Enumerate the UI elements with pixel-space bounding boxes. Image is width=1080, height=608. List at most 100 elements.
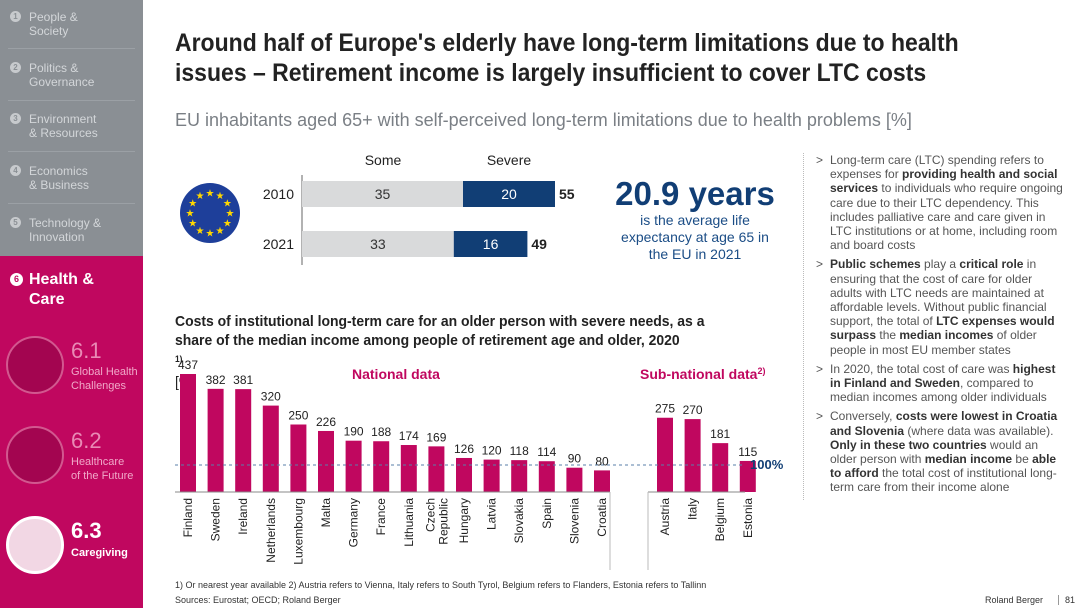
life-expectancy-callout: 20.9 years is the average life expectanc…: [605, 176, 785, 263]
note-item: > Long-term care (LTC) spending refers to…: [816, 153, 1063, 253]
divider: [8, 48, 135, 49]
brand-label: Roland Berger: [985, 595, 1044, 605]
category-label: Latvia: [485, 498, 499, 530]
legend-label-severe: Severe: [487, 152, 532, 168]
eu-star: ★: [216, 226, 225, 237]
bar-national: [538, 461, 555, 492]
eu-star: ★: [223, 199, 232, 210]
caregiving-photo-icon: [6, 516, 64, 574]
sources: Sources: Eurostat; OECD; Roland Berger: [175, 595, 341, 605]
life-expectancy-text: the EU in 2021: [648, 246, 742, 262]
bar-national: [594, 470, 610, 492]
divider: [8, 203, 135, 204]
bar-some-label: 35: [375, 186, 391, 202]
category-label: Estonia: [741, 498, 755, 538]
bar-some: [302, 181, 463, 207]
sidebar-item-label: & Resources: [29, 126, 98, 140]
section-number-icon: 6: [10, 273, 23, 286]
bar-severe: [463, 181, 555, 207]
chart-subtitle: EU inhabitants aged 65+ with self-percei…: [175, 110, 912, 130]
bar-value-label: 381: [233, 373, 253, 387]
group-label-text: Sub-national data: [640, 366, 758, 382]
cost-chart-title-line: share of the median income among people …: [175, 332, 680, 349]
sidebar-item-technology-innovation[interactable]: 5 Technology & Innovation: [0, 216, 143, 244]
bar-subnational: [712, 443, 729, 492]
bar-national: [428, 446, 445, 492]
bar-value-label: 115: [738, 445, 757, 459]
category-label: Croatia: [595, 498, 609, 537]
bar-value-label: 80: [595, 454, 609, 468]
cost-chart-title: Costs of institutional long-term care fo…: [175, 312, 752, 392]
section-number-icon: 2: [10, 62, 21, 73]
subsection-number: 6.1: [71, 338, 102, 363]
category-label: Slovakia: [512, 498, 526, 544]
category-label-line: Czech: [423, 498, 437, 532]
bar-national: [566, 467, 583, 492]
category-label-line: Republic: [436, 498, 450, 545]
bar-value-label: 382: [206, 373, 226, 387]
group-label-national: National data: [352, 366, 440, 382]
page-title-line: Around half of Europe's elderly have lon…: [175, 29, 959, 57]
bar-value-label: 250: [288, 408, 308, 422]
subsection-label: Healthcare: [71, 456, 125, 468]
note-item: > Conversely, costs were lowest in Croati…: [816, 409, 1058, 495]
bar-national: [400, 445, 417, 492]
category-label: Netherlands: [264, 498, 278, 563]
footnote-marker: 2): [757, 366, 765, 376]
bar-national: [290, 424, 307, 492]
category-label: Spain: [540, 498, 554, 529]
bar-value-label: 190: [344, 425, 364, 439]
sidebar-item-label: & Business: [29, 178, 90, 192]
subsection-label: Caregiving: [71, 547, 128, 559]
sidebar-item-politics-governance[interactable]: 2 Politics & Governance: [0, 61, 143, 89]
section-number-icon: 1: [10, 11, 21, 22]
sidebar-item-environment-resources[interactable]: 3 Environment & Resources: [0, 112, 143, 140]
category-label: France: [374, 498, 388, 536]
globe-illustration-icon: [6, 336, 64, 394]
category-label: Italy: [686, 498, 700, 520]
bar-severe-label: 16: [483, 236, 499, 252]
bar-national: [318, 430, 334, 492]
bar-value-label: 270: [683, 403, 703, 417]
sidebar-item-label: Society: [29, 24, 69, 38]
bar-total-label: 55: [559, 186, 575, 202]
subsection-number: 6.2: [71, 428, 102, 453]
subsection-label: Challenges: [71, 380, 127, 392]
healthcare-illustration-icon: [6, 426, 64, 484]
subsection-number: 6.3: [71, 518, 102, 543]
sidebar-item-health-care[interactable]: 6 Health & Care 6.1 Global Health Challeng…: [0, 256, 143, 608]
footnote-marker: 1): [175, 354, 183, 364]
bar-subnational: [739, 460, 756, 492]
bar-subnational: [684, 419, 701, 492]
bar-severe: [453, 231, 528, 257]
bar-value-label: 118: [510, 444, 529, 458]
page-title: Around half of Europe's elderly have lon…: [175, 28, 985, 88]
bar-national: [235, 389, 252, 492]
group-label-subnational: Sub-national data2): [640, 366, 765, 382]
cost-chart-title-line: Costs of institutional long-term care fo…: [175, 313, 705, 330]
eu-star: ★: [216, 191, 225, 202]
eu-flag-icon: ★ ★★★★★★★★★★★: [180, 183, 240, 243]
bar-value-label: 126: [454, 442, 474, 456]
sidebar-item-label: Technology &: [29, 216, 102, 230]
bar-national: [373, 441, 390, 492]
category-label: Luxembourg: [291, 498, 305, 565]
bar-some-label: 33: [370, 236, 386, 252]
eu-star: ★: [223, 219, 232, 230]
sidebar-item-label: Economics: [29, 164, 88, 178]
category-label: Lithuania: [402, 498, 416, 547]
sidebar-item-economics-business[interactable]: 4 Economics & Business: [0, 164, 143, 192]
bar-value-label: 188: [371, 425, 391, 439]
page-title-line: issues – Retirement income is largely in…: [175, 59, 927, 87]
life-expectancy-text: is the average life: [640, 212, 750, 228]
note-item: > In 2020, the total cost of care was hig…: [816, 361, 1056, 405]
reference-line-label: 100%: [750, 457, 784, 472]
bar-national: [483, 459, 500, 492]
sidebar-item-label: Politics &: [29, 61, 79, 75]
sidebar-item-people-society[interactable]: 1 People & Society: [0, 10, 143, 38]
year-label: 2010: [263, 186, 294, 202]
bar-subnational: [657, 417, 673, 492]
bar-national: [345, 440, 362, 492]
category-label: Finland: [181, 498, 195, 537]
